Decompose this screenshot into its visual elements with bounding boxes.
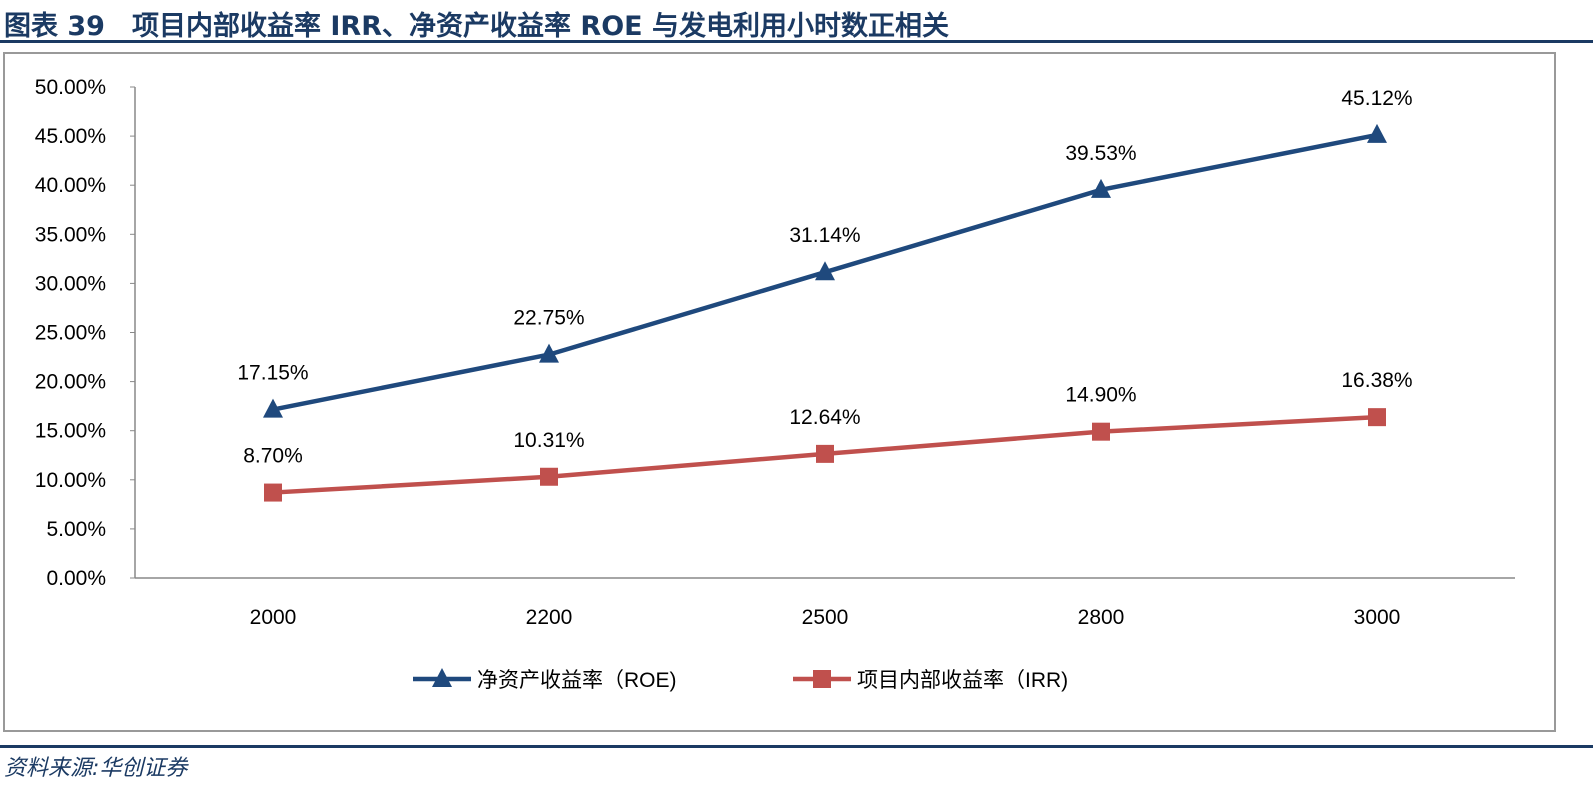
title-divider: [0, 40, 1593, 43]
data-label: 17.15%: [237, 362, 308, 385]
y-tick-label: 0.00%: [46, 567, 106, 590]
y-tick-label: 40.00%: [35, 174, 106, 197]
data-point: [263, 398, 283, 418]
y-tick-label: 45.00%: [35, 125, 106, 148]
y-tick-label: 25.00%: [35, 322, 106, 345]
y-tick-label: 35.00%: [35, 223, 106, 246]
data-point: [1368, 408, 1386, 427]
data-label: 31.14%: [789, 224, 860, 247]
data-label: 16.38%: [1341, 369, 1412, 392]
data-point: [816, 444, 834, 463]
legend-label: 净资产收益率（ROE): [477, 669, 677, 692]
data-point: [539, 343, 559, 363]
data-label: 14.90%: [1065, 384, 1136, 407]
source-note: 资料来源:华创证券: [4, 756, 188, 781]
data-label: 12.64%: [789, 406, 860, 429]
data-label: 8.70%: [243, 445, 303, 468]
data-label: 39.53%: [1065, 142, 1136, 165]
data-label: 45.12%: [1341, 87, 1412, 110]
x-tick-label: 2000: [250, 606, 297, 629]
x-tick-label: 2200: [526, 606, 573, 629]
legend-label: 项目内部收益率（IRR): [857, 669, 1068, 692]
data-point: [815, 261, 835, 281]
x-tick-label: 2500: [802, 606, 849, 629]
y-tick-label: 10.00%: [35, 469, 106, 492]
y-tick-label: 5.00%: [46, 518, 106, 541]
data-label: 10.31%: [513, 429, 584, 452]
y-tick-label: 15.00%: [35, 420, 106, 443]
x-tick-label: 2800: [1078, 606, 1125, 629]
data-point: [264, 483, 282, 502]
y-tick-label: 20.00%: [35, 371, 106, 394]
footer-divider: [0, 745, 1593, 748]
y-tick-label: 50.00%: [35, 76, 106, 99]
data-point: [1367, 123, 1387, 143]
data-label: 22.75%: [513, 307, 584, 330]
legend-marker: [813, 670, 831, 688]
data-point: [1092, 422, 1110, 441]
y-tick-label: 30.00%: [35, 272, 106, 295]
data-point: [540, 467, 558, 486]
data-point: [1091, 178, 1111, 198]
chart-frame: [3, 52, 1556, 732]
figure-title: 图表 39 项目内部收益率 IRR、净资产收益率 ROE 与发电利用小时数正相关: [4, 11, 949, 42]
x-tick-label: 3000: [1354, 606, 1401, 629]
legend-marker: [432, 668, 452, 687]
